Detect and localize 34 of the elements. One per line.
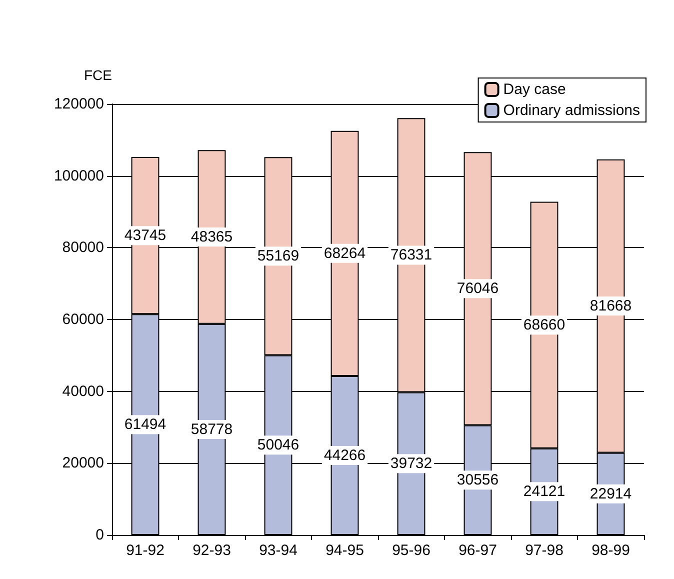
data-label: 68264 (324, 244, 366, 262)
y-tick-label: 0 (96, 526, 104, 544)
data-label: 22914 (590, 485, 632, 502)
data-label: 48365 (190, 228, 233, 246)
data-label: 55169 (257, 248, 300, 265)
y-tick-label: 40000 (62, 382, 104, 400)
x-tick-label: 98-99 (592, 542, 630, 559)
x-tick-label: 92-93 (192, 542, 231, 559)
legend-label: Ordinary admissions (503, 102, 640, 119)
data-label: 68660 (523, 316, 566, 334)
y-tick-label: 120000 (54, 96, 104, 112)
x-tick-label: 95-96 (392, 542, 430, 559)
y-tick-label: 100000 (54, 167, 104, 184)
x-tick-label: 94-95 (326, 542, 364, 559)
y-tick-label: 20000 (62, 454, 104, 472)
y-tick-label: 80000 (62, 239, 104, 256)
data-label: 44266 (324, 447, 366, 464)
data-label: 61494 (124, 416, 166, 434)
data-label: 76331 (390, 246, 432, 264)
x-tick-label: 93-94 (259, 542, 298, 559)
y-tick-label: 60000 (62, 311, 104, 328)
x-tick-label: 97-98 (525, 542, 564, 559)
data-label: 81668 (590, 298, 632, 315)
data-label: 30556 (456, 472, 499, 489)
data-label: 39732 (390, 455, 432, 472)
x-tick-label: 91-92 (126, 542, 164, 559)
data-label: 50046 (257, 436, 300, 454)
data-label: 43745 (124, 227, 166, 244)
legend-label: Day case (503, 81, 566, 98)
y-axis-title: FCE (84, 67, 112, 83)
data-label: 76046 (456, 280, 499, 298)
x-tick-label: 96-97 (458, 542, 497, 559)
data-label: 58778 (190, 420, 233, 438)
data-label: 24121 (523, 483, 566, 500)
